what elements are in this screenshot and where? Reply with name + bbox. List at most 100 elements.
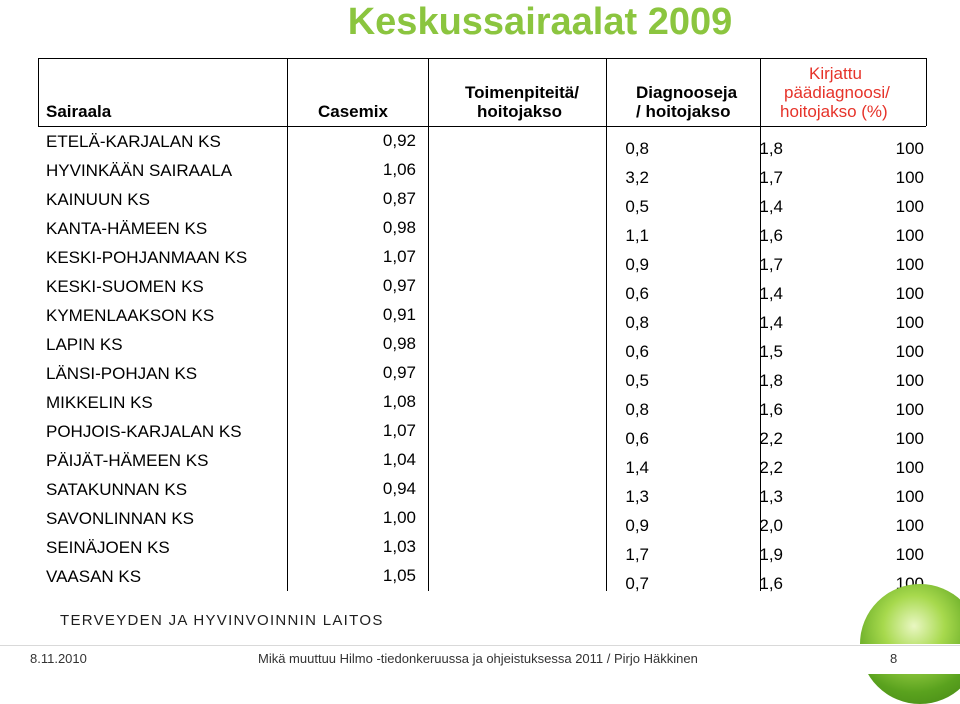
hospital-name: PÄIJÄT-HÄMEEN KS — [46, 451, 209, 470]
column-divider — [606, 58, 607, 591]
table-row: SATAKUNNAN KS 0,94 1,3 1,3 100 — [38, 477, 926, 506]
kirjattu-value: 100 — [895, 255, 924, 274]
table-row: VAASAN KS 1,05 0,7 1,6 100 — [38, 564, 926, 593]
toimenpiteita-value: 0,5 — [625, 197, 649, 216]
kirjattu-value: 100 — [895, 197, 924, 216]
hospital-name: LAPIN KS — [46, 335, 123, 354]
header-toimenpiteita-line2: hoitojakso — [477, 102, 563, 121]
kirjattu-value: 100 — [895, 429, 924, 448]
header-sairaala: Sairaala — [46, 102, 112, 121]
hospital-name: SEINÄJOEN KS — [46, 538, 170, 557]
table-row: MIKKELIN KS 1,08 0,8 1,6 100 — [38, 390, 926, 419]
table-row: KESKI-POHJANMAAN KS 1,07 0,9 1,7 100 — [38, 245, 926, 274]
table-row: SEINÄJOEN KS 1,03 1,7 1,9 100 — [38, 535, 926, 564]
table-top-border — [38, 58, 926, 59]
casemix-value: 1,03 — [382, 537, 416, 556]
toimenpiteita-value: 0,8 — [625, 400, 649, 419]
casemix-value: 0,98 — [382, 334, 416, 353]
toimenpiteita-value: 0,6 — [625, 284, 649, 303]
header-bottom-border — [38, 126, 926, 127]
toimenpiteita-value: 0,7 — [625, 574, 649, 593]
toimenpiteita-value: 0,8 — [625, 139, 649, 158]
diagnooseja-value: 1,8 — [759, 139, 783, 158]
table-row: KANTA-HÄMEEN KS 0,98 1,1 1,6 100 — [38, 216, 926, 245]
diagnooseja-value: 1,6 — [759, 226, 783, 245]
hospital-name: LÄNSI-POHJAN KS — [46, 364, 198, 383]
hospital-name: SAVONLINNAN KS — [46, 509, 195, 528]
kirjattu-value: 100 — [895, 487, 924, 506]
organization-logo-text: TERVEYDEN JA HYVINVOINNIN LAITOS — [60, 612, 384, 629]
table-row: POHJOIS-KARJALAN KS 1,07 0,6 2,2 100 — [38, 419, 926, 448]
casemix-value: 1,08 — [382, 392, 416, 411]
kirjattu-value: 100 — [895, 516, 924, 535]
table-row: ETELÄ-KARJALAN KS 0,92 0,8 1,8 100 — [38, 129, 926, 158]
toimenpiteita-value: 1,4 — [625, 458, 649, 477]
toimenpiteita-value: 1,3 — [625, 487, 649, 506]
casemix-value: 0,92 — [382, 131, 416, 150]
kirjattu-value: 100 — [895, 371, 924, 390]
diagnooseja-value: 1,6 — [759, 574, 783, 593]
toimenpiteita-value: 1,1 — [625, 226, 649, 245]
hospital-name: POHJOIS-KARJALAN KS — [46, 422, 242, 441]
toimenpiteita-value: 0,5 — [625, 371, 649, 390]
casemix-value: 1,05 — [382, 566, 416, 585]
table-row: KESKI-SUOMEN KS 0,97 0,6 1,4 100 — [38, 274, 926, 303]
hospital-name: KESKI-POHJANMAAN KS — [46, 248, 248, 267]
casemix-value: 0,91 — [382, 305, 416, 324]
header-diagnooseja-line2: / hoitojakso — [636, 102, 731, 121]
footer-date: 8.11.2010 — [30, 651, 87, 666]
hospital-name: KESKI-SUOMEN KS — [46, 277, 204, 296]
diagnooseja-value: 1,7 — [759, 255, 783, 274]
casemix-value: 0,94 — [382, 479, 416, 498]
footer-text: Mikä muuttuu Hilmo -tiedonkeruussa ja oh… — [258, 651, 698, 666]
casemix-value: 0,87 — [382, 189, 416, 208]
table-row: HYVINKÄÄN SAIRAALA 1,06 3,2 1,7 100 — [38, 158, 926, 187]
kirjattu-value: 100 — [895, 284, 924, 303]
diagnooseja-value: 1,7 — [759, 168, 783, 187]
toimenpiteita-value: 1,7 — [625, 545, 649, 564]
kirjattu-value: 100 — [895, 342, 924, 361]
table-row: LAPIN KS 0,98 0,6 1,5 100 — [38, 332, 926, 361]
diagnooseja-value: 1,4 — [759, 197, 783, 216]
header-kirjattu-line2: päädiagnoosi/ — [784, 83, 890, 102]
hospital-name: MIKKELIN KS — [46, 393, 153, 412]
footer — [0, 644, 960, 674]
table-row: PÄIJÄT-HÄMEEN KS 1,04 1,4 2,2 100 — [38, 448, 926, 477]
header-diagnooseja-line1: Diagnooseja — [636, 83, 738, 102]
casemix-value: 1,06 — [382, 160, 416, 179]
kirjattu-value: 100 — [895, 226, 924, 245]
kirjattu-value: 100 — [895, 458, 924, 477]
toimenpiteita-value: 0,9 — [625, 255, 649, 274]
casemix-value: 1,07 — [382, 247, 416, 266]
page-title: Keskussairaalat 2009 — [347, 1, 733, 43]
footer-divider — [0, 645, 960, 646]
hospital-name: VAASAN KS — [46, 567, 142, 586]
diagnooseja-value: 2,0 — [759, 516, 783, 535]
header-kirjattu-line3: hoitojakso (%) — [780, 102, 888, 121]
diagnooseja-value: 1,6 — [759, 400, 783, 419]
table-row: KYMENLAAKSON KS 0,91 0,8 1,4 100 — [38, 303, 926, 332]
column-divider — [760, 58, 761, 591]
kirjattu-value: 100 — [895, 168, 924, 187]
diagnooseja-value: 2,2 — [759, 429, 783, 448]
diagnooseja-value: 1,5 — [759, 342, 783, 361]
toimenpiteita-value: 0,6 — [625, 429, 649, 448]
table-row: SAVONLINNAN KS 1,00 0,9 2,0 100 — [38, 506, 926, 535]
kirjattu-value: 100 — [895, 545, 924, 564]
casemix-value: 1,04 — [382, 450, 416, 469]
diagnooseja-value: 1,8 — [759, 371, 783, 390]
kirjattu-value: 100 — [895, 400, 924, 419]
table-left-border — [38, 58, 39, 126]
toimenpiteita-value: 3,2 — [625, 168, 649, 187]
diagnooseja-value: 2,2 — [759, 458, 783, 477]
casemix-value: 0,97 — [382, 363, 416, 382]
diagnooseja-value: 1,3 — [759, 487, 783, 506]
casemix-value: 0,97 — [382, 276, 416, 295]
hospital-name: KYMENLAAKSON KS — [46, 306, 215, 325]
table-right-border — [926, 58, 927, 126]
page-number: 8 — [890, 651, 898, 666]
column-divider — [428, 58, 429, 591]
hospital-name: KAINUUN KS — [46, 190, 150, 209]
hospital-name: HYVINKÄÄN SAIRAALA — [46, 161, 233, 180]
hospital-name: KANTA-HÄMEEN KS — [46, 219, 208, 238]
